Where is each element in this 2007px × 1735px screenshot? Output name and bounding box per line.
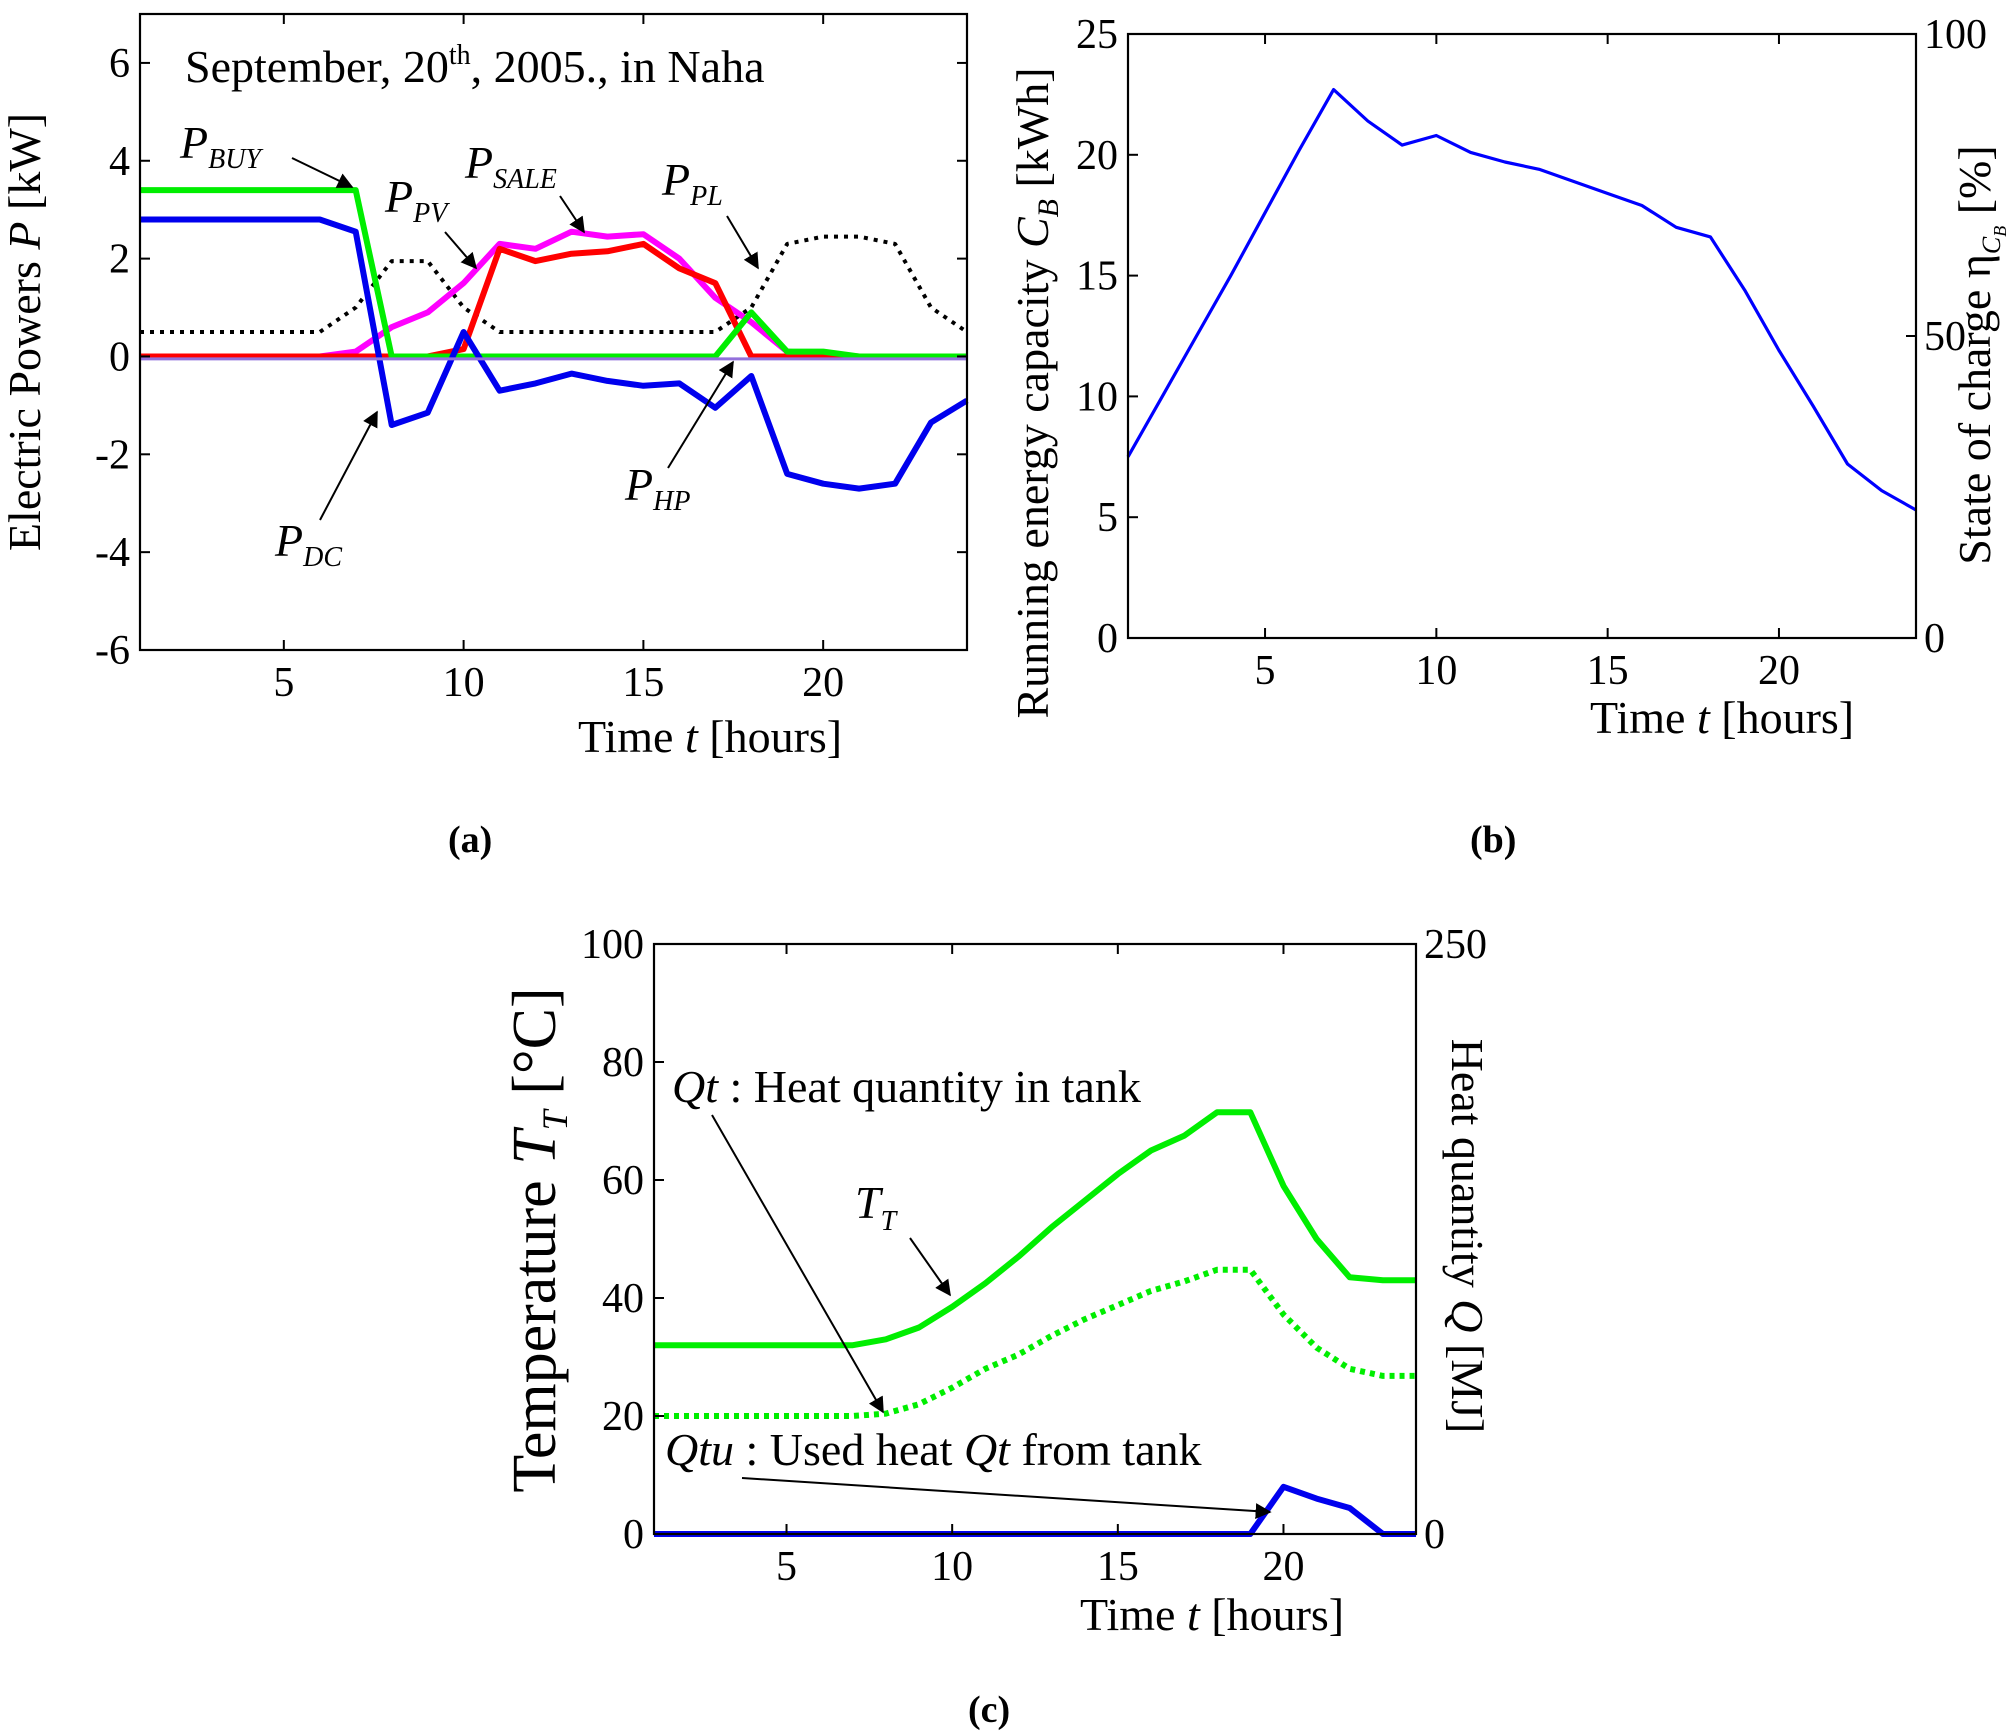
chart-b: 5 10 15 20 0 5 10 15 20 25 0 50 100 Time t [hours] R… bbox=[1007, 12, 2007, 861]
chart-c-ytick-label: 80 bbox=[602, 1040, 644, 1086]
chart-b-xtick-label: 10 bbox=[1415, 648, 1457, 694]
series-line-q-tu bbox=[654, 1483, 1416, 1537]
chart-c-xtick-label: 15 bbox=[1097, 1544, 1139, 1590]
arrow-q-tu bbox=[741, 1477, 1272, 1520]
series-line-t-t bbox=[654, 1109, 1416, 1349]
chart-c-ylabel-right: Heat quantity Q [MJ] bbox=[1442, 1039, 1493, 1434]
chart-c-ytick-right-label: 0 bbox=[1424, 1512, 1445, 1558]
chart-b-ytick-right-label: 0 bbox=[1924, 616, 1945, 662]
chart-b-ytick-right-label: 50 bbox=[1924, 314, 1966, 360]
chart-b-ytick-label: 15 bbox=[1076, 254, 1118, 300]
chart-b-xlabel: Time t [hours] bbox=[1590, 692, 1854, 743]
chart-b-ytick-label: 25 bbox=[1076, 12, 1118, 58]
chart-a-ytick-label: 6 bbox=[109, 41, 130, 87]
label-q-t: Qt : Heat quantity in tank bbox=[672, 1061, 1141, 1112]
arrow-p-pl bbox=[726, 215, 759, 270]
chart-a-frame bbox=[138, 12, 969, 652]
chart-b-ytick-right-label: 100 bbox=[1924, 12, 1987, 58]
chart-b-ytick-label: 5 bbox=[1097, 495, 1118, 541]
chart-a-ytick-label: 2 bbox=[109, 237, 130, 283]
series-line-p-sale bbox=[140, 240, 967, 360]
series-line-q-t bbox=[654, 1266, 1416, 1419]
chart-c-ticks: 5 10 15 20 0 20 40 60 80 100 0 250 bbox=[581, 922, 1487, 1590]
chart-a-ticks: 5 10 15 20 -6 -4 -2 0 2 4 6 bbox=[95, 14, 967, 706]
chart-b-xtick-label: 20 bbox=[1758, 648, 1800, 694]
chart-a-ytick-label: -2 bbox=[95, 432, 130, 478]
chart-a-ytick-label: -4 bbox=[95, 530, 130, 576]
chart-a-ytick-label: -6 bbox=[95, 628, 130, 674]
chart-c-xlabel: Time t [hours] bbox=[1080, 1589, 1344, 1640]
chart-b-ylabel: Running energy capacity CB [kWh] bbox=[1007, 67, 1065, 718]
label-t-t: TT bbox=[855, 1177, 899, 1237]
chart-a-ylabel: Electric Powers P [kW] bbox=[0, 113, 50, 551]
chart-c-ytick-label: 0 bbox=[623, 1512, 644, 1558]
label-p-pl: PPL bbox=[661, 154, 723, 212]
chart-a-xtick-label: 20 bbox=[802, 660, 844, 706]
chart-c-xtick-label: 10 bbox=[931, 1544, 973, 1590]
chart-b-xtick-label: 5 bbox=[1255, 648, 1276, 694]
arrow-p-sale bbox=[559, 195, 585, 234]
chart-a-ytick-label: 0 bbox=[109, 334, 130, 380]
label-p-pv: PPV bbox=[384, 171, 450, 229]
arrow-p-dc bbox=[319, 410, 378, 521]
chart-b-series bbox=[1126, 87, 1917, 512]
chart-a-xlabel: Time t [hours] bbox=[578, 711, 842, 762]
chart-b-frame bbox=[1126, 32, 1918, 640]
series-line-c-b bbox=[1126, 87, 1917, 512]
chart-a-xtick-label: 5 bbox=[273, 660, 294, 706]
arrow-p-pv bbox=[444, 231, 478, 270]
label-q-tu: Qtu : Used heat Qt from tank bbox=[665, 1424, 1202, 1475]
chart-b-ytick-label: 10 bbox=[1076, 374, 1118, 420]
chart-a: 5 10 15 20 -6 -4 -2 0 2 4 6 September, 20th, 2005.… bbox=[0, 12, 969, 861]
chart-c: 5 10 15 20 0 20 40 60 80 100 0 250 Time t [hours] T… bbox=[501, 922, 1493, 1731]
chart-a-ytick-label: 4 bbox=[109, 139, 130, 185]
chart-c-frame bbox=[652, 942, 1418, 1536]
arrow-p-buy bbox=[291, 157, 354, 188]
series-line-p-pv bbox=[140, 228, 967, 360]
chart-c-ytick-label: 60 bbox=[602, 1158, 644, 1204]
chart-a-title: September, 20th, 2005., in Naha bbox=[185, 40, 765, 92]
arrow-t-t bbox=[909, 1237, 951, 1297]
chart-c-ytick-label: 100 bbox=[581, 922, 644, 968]
label-p-dc: PDC bbox=[274, 515, 342, 573]
series-line-p-dc bbox=[140, 216, 969, 492]
chart-b-ticks: 5 10 15 20 0 5 10 15 20 25 0 50 100 bbox=[1076, 12, 1987, 694]
series-line-p-buy bbox=[140, 187, 967, 360]
label-p-hp: PHP bbox=[624, 459, 690, 517]
chart-b-ytick-label: 0 bbox=[1097, 616, 1118, 662]
chart-c-ytick-label: 20 bbox=[602, 1394, 644, 1440]
chart-b-ytick-label: 20 bbox=[1076, 133, 1118, 179]
chart-a-xtick-label: 10 bbox=[443, 660, 485, 706]
chart-c-ylabel: Temperature TT [°C] bbox=[501, 987, 575, 1492]
chart-a-xtick-label: 15 bbox=[622, 660, 664, 706]
chart-c-panel-label: (c) bbox=[968, 1689, 1010, 1731]
chart-b-ylabel-right: State of charge ηCB [%] bbox=[1949, 145, 2007, 564]
chart-c-xtick-label: 5 bbox=[776, 1544, 797, 1590]
chart-b-panel-label: (b) bbox=[1470, 819, 1516, 861]
chart-b-xtick-label: 15 bbox=[1587, 648, 1629, 694]
chart-c-ytick-right-label: 250 bbox=[1424, 922, 1487, 968]
chart-c-ytick-label: 40 bbox=[602, 1276, 644, 1322]
chart-c-xtick-label: 20 bbox=[1262, 1544, 1304, 1590]
chart-a-panel-label: (a) bbox=[448, 819, 492, 861]
label-p-sale: PSALE bbox=[464, 137, 557, 195]
arrow-p-hp bbox=[667, 360, 734, 469]
label-p-buy: PBUY bbox=[179, 117, 264, 175]
series-line-p-pl bbox=[140, 234, 969, 334]
arrow-q-t bbox=[711, 1114, 884, 1414]
chart-a-series bbox=[140, 187, 969, 492]
